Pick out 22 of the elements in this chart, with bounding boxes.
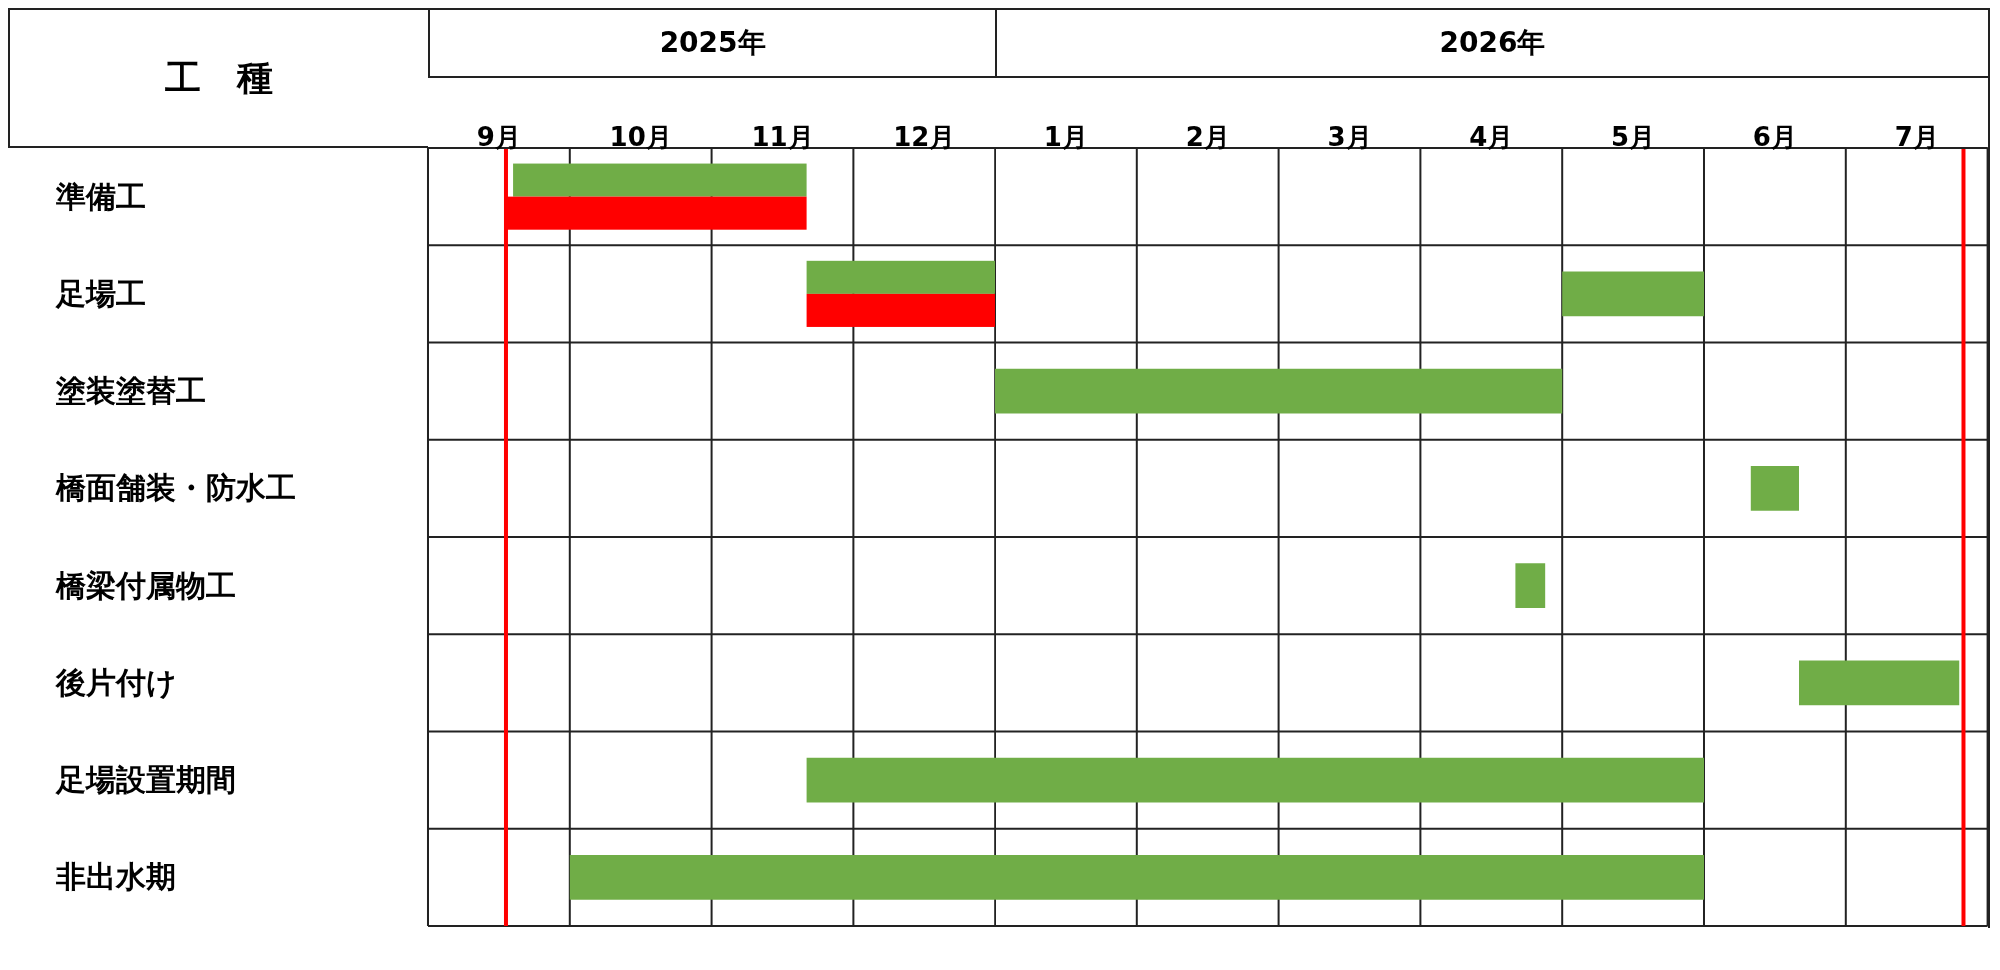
y-tick-label: 足場設置期間 [55, 762, 236, 798]
x-tick-label: 12月 [893, 122, 956, 152]
x-tick-label: 7月 [1894, 122, 1939, 152]
y-tick-label: 塗装塗替工 [55, 373, 206, 409]
x-tick-label: 4月 [1469, 122, 1514, 152]
x-tick-label: 11月 [751, 122, 814, 152]
y-tick-label: 足場工 [55, 275, 146, 311]
y-axis-title: 工 種 [8, 8, 428, 148]
y-tick-label: 非出水期 [55, 859, 176, 895]
y-tick-label: 後片付け [55, 664, 177, 700]
x-tick-label: 9月 [476, 122, 521, 152]
x-tick-label: 1月 [1044, 122, 1089, 152]
chart-title: 2025年 [428, 8, 996, 78]
y-tick-label: 橋梁付属物工 [55, 567, 236, 603]
x-tick-label: 10月 [609, 122, 672, 152]
x-tick-label: 2月 [1185, 122, 1230, 152]
y-tick-label: 準備工 [55, 178, 146, 214]
x-tick-label: 5月 [1611, 122, 1656, 152]
x-tick-label: 3月 [1327, 122, 1372, 152]
x-tick-label: 6月 [1753, 122, 1798, 152]
chart-title: 2026年 [995, 8, 1988, 78]
y-tick-label: 橋面舗装・防水工 [55, 470, 296, 506]
